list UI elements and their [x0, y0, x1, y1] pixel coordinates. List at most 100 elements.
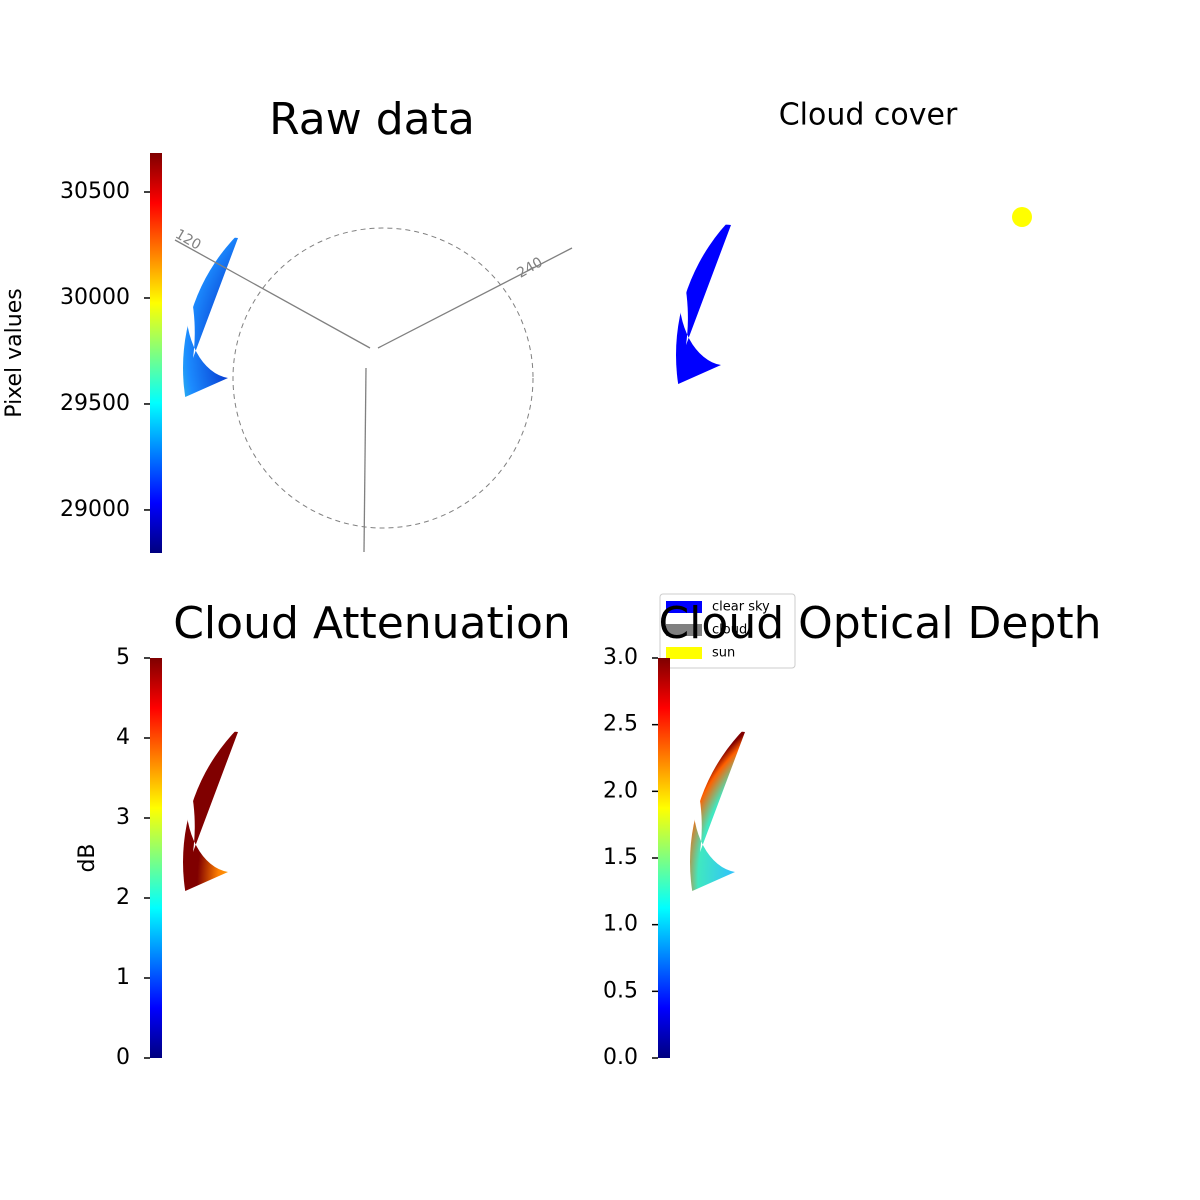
blob [307, 266, 325, 280]
blob [481, 943, 493, 952]
colorbar-tick-label: 5 [116, 645, 130, 670]
blob [937, 788, 957, 803]
colorbar [658, 658, 670, 1058]
mast-head [358, 338, 388, 370]
blob [440, 494, 458, 508]
blob [461, 382, 475, 393]
mast-head [857, 325, 887, 357]
blob [814, 760, 832, 774]
colorbar-tick-label: 30000 [60, 285, 130, 310]
blob [300, 486, 314, 497]
colorbar-tick-label: 0.0 [603, 1045, 638, 1070]
blob [481, 449, 493, 458]
mast-head [865, 832, 895, 864]
azimuth-label: 240 [514, 254, 545, 281]
blob [832, 406, 854, 423]
image-area [676, 159, 992, 556]
colorbar-tick-label: 2 [116, 885, 130, 910]
azimuth-line [377, 247, 573, 349]
cloud-region [832, 246, 992, 340]
blob [329, 221, 341, 230]
blob [798, 820, 810, 829]
blob [747, 448, 761, 459]
blob [963, 369, 977, 380]
blob [334, 911, 356, 928]
image-area [690, 672, 982, 1057]
sky-disc [183, 178, 239, 523]
colorbar-tick-label: 1 [116, 965, 130, 990]
blob [261, 400, 277, 412]
legend-label: cloud [712, 623, 747, 638]
cloud-region [333, 733, 543, 862]
colorbar-tick-label: 29500 [60, 391, 130, 416]
blob [252, 952, 266, 963]
legend-label: sun [712, 646, 735, 661]
blob [893, 300, 909, 312]
panel-title: Cloud Optical Depth [658, 598, 1101, 649]
mast [870, 862, 890, 1057]
blob [836, 715, 848, 724]
colorbar-tick-label: 1.0 [603, 912, 638, 937]
blob [892, 743, 906, 754]
blob [430, 788, 450, 803]
blob [941, 485, 959, 499]
blob [334, 417, 356, 434]
colorbar-tick-label: 2.0 [603, 778, 638, 803]
blob [307, 760, 325, 774]
legend-swatch [666, 601, 702, 613]
colorbar [150, 658, 162, 1058]
sky-image [676, 159, 992, 556]
legend-label: clear sky [712, 600, 770, 615]
blob [385, 743, 399, 754]
blob [885, 232, 899, 243]
blob [796, 477, 810, 488]
blob [870, 375, 894, 393]
sky-disc [676, 159, 731, 514]
blob [768, 894, 784, 906]
legend-swatch [666, 647, 702, 659]
blob [788, 311, 800, 320]
colorbar-tick-label: 4 [116, 725, 130, 750]
blob [461, 876, 475, 887]
blob [878, 882, 902, 900]
blob [291, 820, 303, 829]
blob [430, 294, 450, 309]
image-area [183, 672, 543, 1017]
azimuth-line [174, 239, 371, 349]
colorbar-tick-label: 3 [116, 805, 130, 830]
blob [329, 715, 341, 724]
image-area [183, 178, 493, 523]
mast [862, 355, 882, 556]
blob [394, 809, 410, 821]
panel-title: Cloud Attenuation [173, 598, 571, 649]
blob [827, 204, 839, 213]
sun-marker [1012, 207, 1032, 227]
blob [385, 249, 399, 260]
blob [807, 980, 821, 991]
colorbar-tick-label: 29000 [60, 497, 130, 522]
legend-swatch [666, 624, 702, 636]
blob [759, 952, 773, 963]
panel-title: Cloud cover [779, 98, 958, 133]
blob [968, 876, 982, 887]
blob [291, 326, 303, 335]
blob [804, 250, 822, 264]
sky-image [690, 672, 982, 1057]
panel-title: Raw data [269, 94, 475, 145]
colorbar-tick-label: 30500 [60, 179, 130, 204]
blob [371, 882, 395, 900]
polar-ring [232, 227, 534, 529]
blob [919, 941, 937, 955]
sky-disc [690, 672, 745, 1017]
azimuth-line [363, 367, 367, 553]
colorbar-label: dB [75, 843, 100, 872]
blob [412, 447, 430, 461]
blob [756, 388, 772, 400]
sky-image [183, 178, 493, 523]
mast-head [358, 832, 388, 864]
sky-disc [183, 672, 238, 1017]
colorbar-label: Pixel values [2, 288, 27, 417]
blob [371, 388, 395, 406]
blob [947, 988, 965, 1002]
